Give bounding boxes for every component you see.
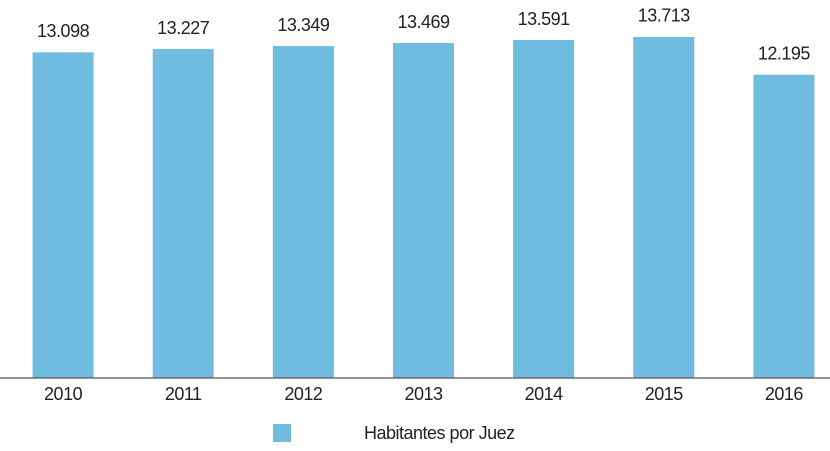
bar (393, 43, 454, 378)
data-label: 13.591 (518, 9, 571, 29)
x-tick-label: 2013 (404, 384, 443, 404)
legend-label: Habitantes por Juez (364, 423, 515, 443)
data-label: 13.227 (157, 18, 210, 38)
x-tick-label: 2011 (165, 384, 202, 404)
x-tick-label: 2012 (284, 384, 323, 404)
data-label: 12.195 (758, 43, 811, 63)
x-tick-label: 2015 (645, 384, 684, 404)
bar (633, 36, 695, 379)
data-label: 13.469 (397, 12, 450, 32)
bar (152, 49, 214, 378)
legend-swatch (273, 424, 291, 442)
bar (753, 74, 815, 378)
data-label: 13.713 (638, 6, 691, 26)
bar (272, 46, 334, 379)
bar (513, 40, 575, 378)
data-label: 13.349 (277, 15, 330, 35)
x-tick-label: 2010 (44, 384, 83, 404)
x-tick-label: 2016 (765, 384, 804, 404)
x-tick-label: 2014 (525, 384, 564, 404)
bar (32, 52, 94, 378)
data-label: 13.098 (37, 21, 90, 41)
